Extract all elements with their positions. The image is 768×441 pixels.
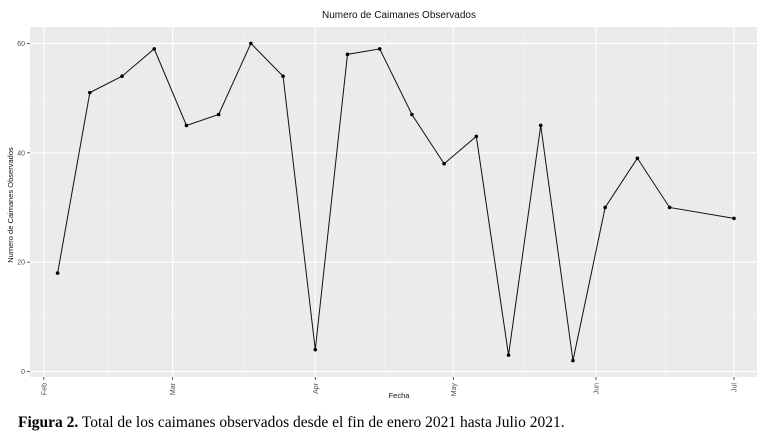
- y-tick-label: 60: [17, 41, 25, 48]
- data-point: [571, 358, 575, 363]
- data-point: [377, 47, 382, 51]
- y-axis: 0 20 40 60: [17, 41, 30, 376]
- y-tick-label: 20: [17, 260, 25, 267]
- minor-gridlines-y: [30, 97, 757, 318]
- minor-gridlines-x: [107, 27, 666, 377]
- data-point: [506, 353, 511, 357]
- caption-label: Figura 2.: [18, 414, 79, 431]
- x-axis: Feb Mar Apr May Jun Jul: [41, 377, 738, 396]
- data-points: [55, 41, 736, 363]
- line-chart: 0 20 40 60 Feb Mar Apr May Jun Jul Numero de Cai…: [6, 10, 757, 400]
- y-tick-label: 40: [17, 150, 25, 157]
- x-tick-label: Feb: [41, 383, 48, 395]
- data-point: [88, 90, 92, 95]
- x-tick-label: Mar: [170, 382, 177, 395]
- data-point: [538, 123, 543, 128]
- data-point: [410, 112, 414, 117]
- figure-caption: Figura 2. Total de los caimanes observad…: [18, 414, 565, 432]
- data-point: [120, 74, 124, 79]
- data-point: [216, 112, 221, 117]
- data-point: [313, 347, 318, 352]
- data-point: [281, 74, 285, 79]
- data-point: [732, 216, 736, 221]
- x-tick-label: Jul: [731, 383, 738, 392]
- data-point: [635, 156, 640, 161]
- y-tick-label: 0: [21, 369, 25, 376]
- plot-panel: [30, 27, 757, 377]
- data-point: [603, 205, 607, 210]
- major-gridlines-y: [30, 42, 757, 373]
- data-point: [474, 134, 479, 139]
- data-point: [667, 205, 672, 210]
- y-axis-title: Numero de Caimanes Observados: [6, 147, 15, 263]
- data-point: [152, 47, 157, 51]
- data-point: [345, 52, 350, 57]
- x-tick-label: Jun: [593, 383, 600, 394]
- data-point: [184, 123, 189, 128]
- data-point: [55, 271, 60, 275]
- x-tick-label: May: [451, 383, 458, 397]
- major-gridlines-x: [43, 27, 735, 377]
- data-point: [442, 161, 446, 166]
- data-point: [249, 41, 253, 46]
- x-tick-label: Apr: [313, 382, 320, 394]
- chart-title: Numero de Caimanes Observados: [322, 10, 476, 21]
- x-axis-title: Fecha: [389, 391, 411, 400]
- caption-text: Total de los caimanes observados desde e…: [78, 414, 565, 431]
